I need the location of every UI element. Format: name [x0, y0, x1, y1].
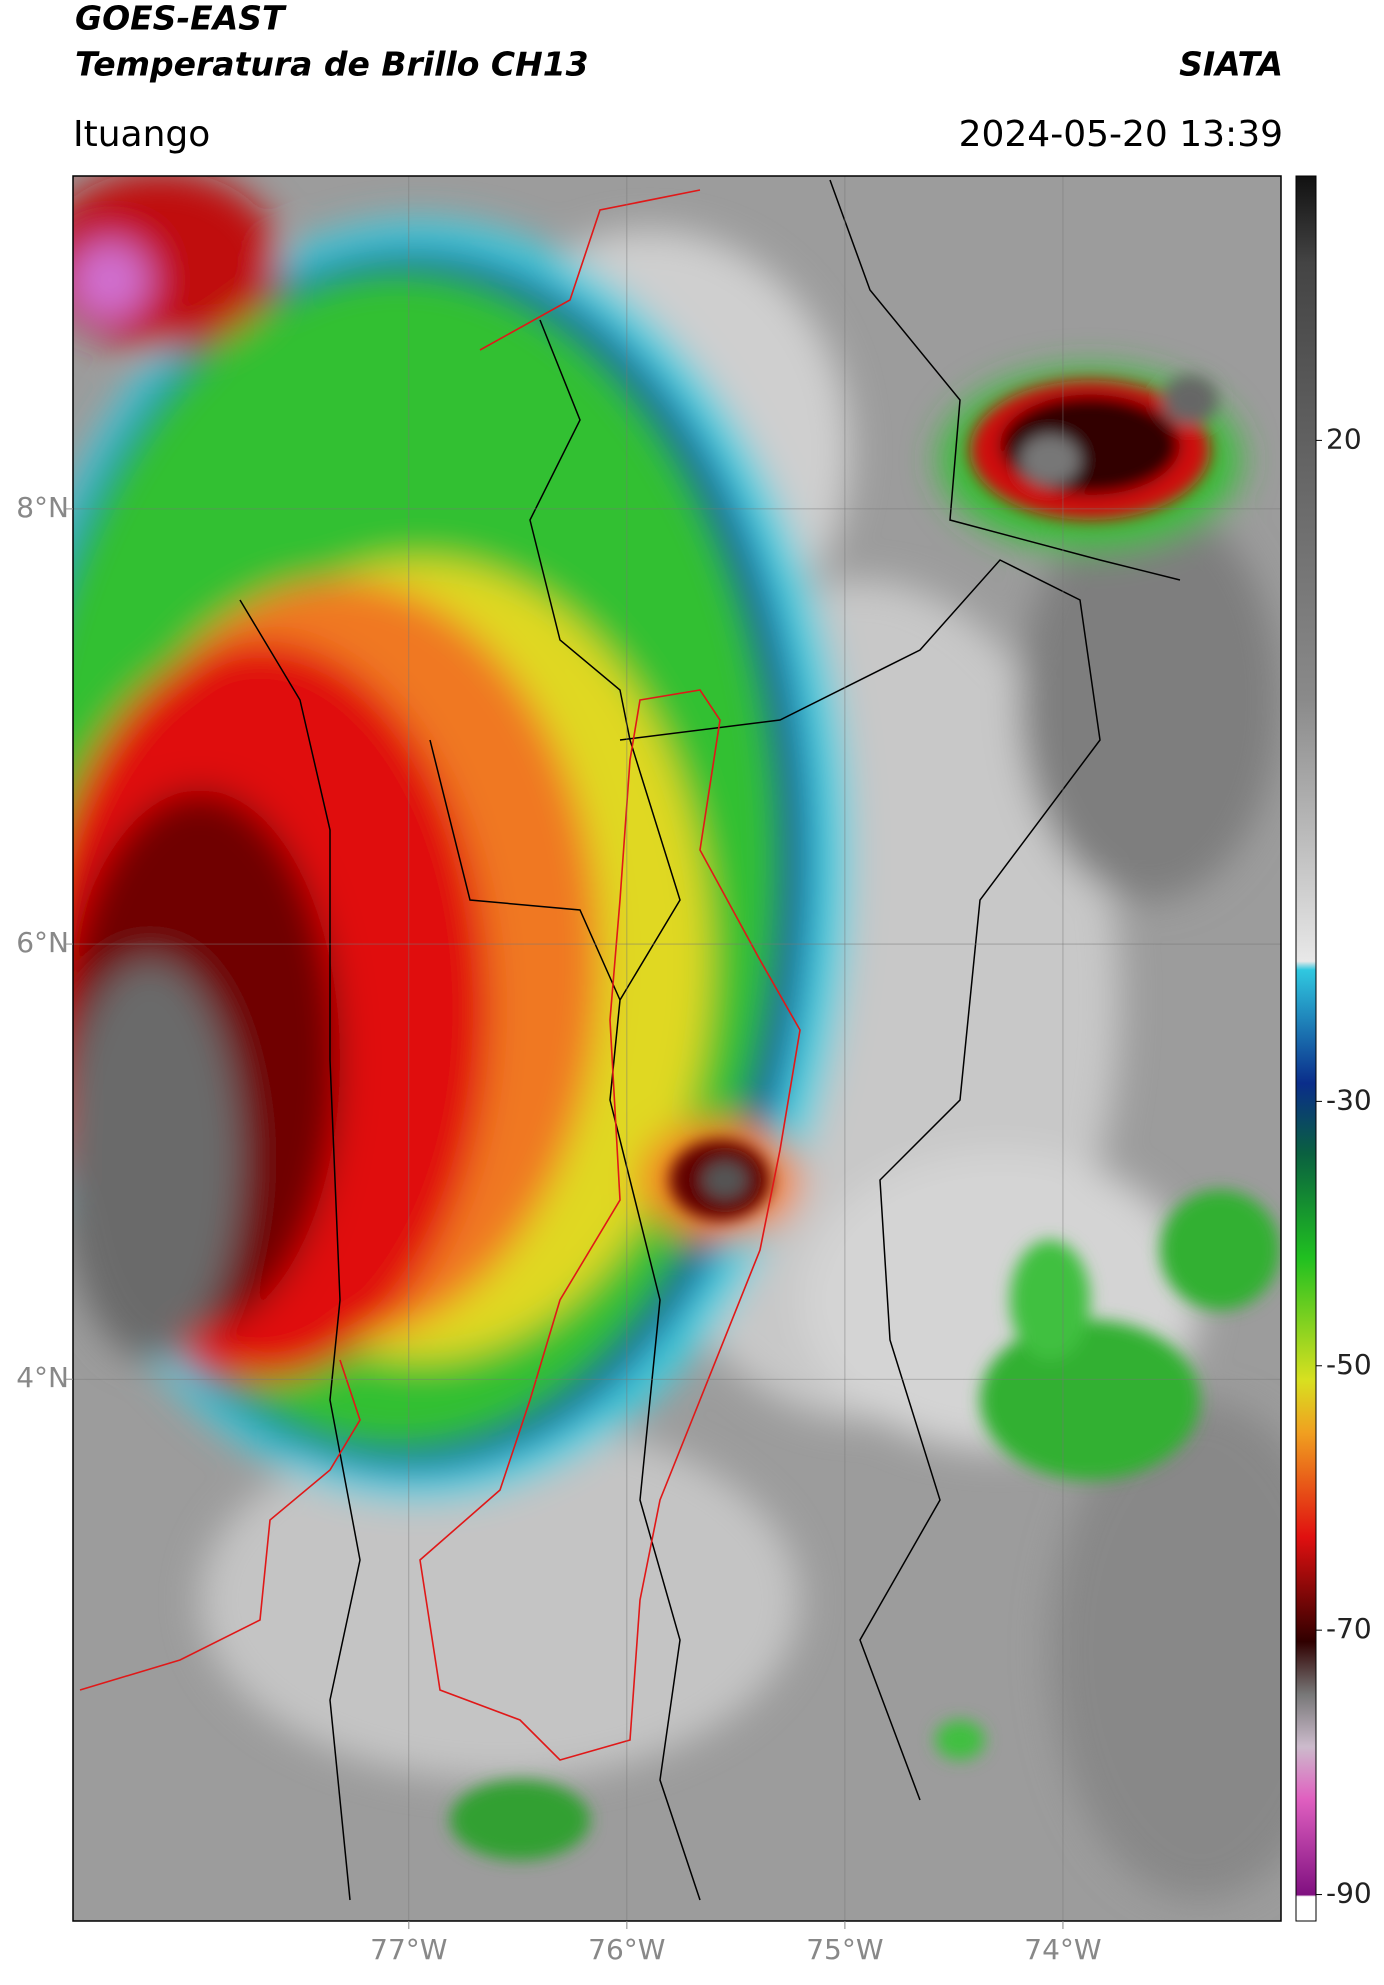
colorbar-label: 20 — [1326, 422, 1362, 455]
x-tick-label: 75°W — [806, 1933, 883, 1966]
x-tick-label: 74°W — [1024, 1933, 1101, 1966]
y-tick-label: 8°N — [16, 491, 69, 524]
colorbar-label: -90 — [1326, 1877, 1372, 1910]
datetime: 2024-05-20 13:39 — [959, 114, 1283, 155]
colorbar-label: -50 — [1326, 1348, 1372, 1381]
colorbar — [1295, 175, 1317, 1922]
colorbar-label: -30 — [1326, 1083, 1372, 1116]
agency: SIATA — [1179, 45, 1283, 84]
subtitle: Temperatura de Brillo CH13 — [75, 45, 589, 84]
y-tick-label: 6°N — [16, 926, 69, 959]
satellite-image — [73, 176, 1281, 1921]
x-tick-label: 77°W — [370, 1933, 447, 1966]
map-frame — [72, 175, 1282, 1922]
title: GOES-EAST — [75, 0, 287, 38]
colorbar-label: -70 — [1326, 1612, 1372, 1645]
location: Ituango — [73, 114, 210, 155]
y-tick-label: 4°N — [16, 1361, 69, 1394]
x-tick-label: 76°W — [588, 1933, 665, 1966]
